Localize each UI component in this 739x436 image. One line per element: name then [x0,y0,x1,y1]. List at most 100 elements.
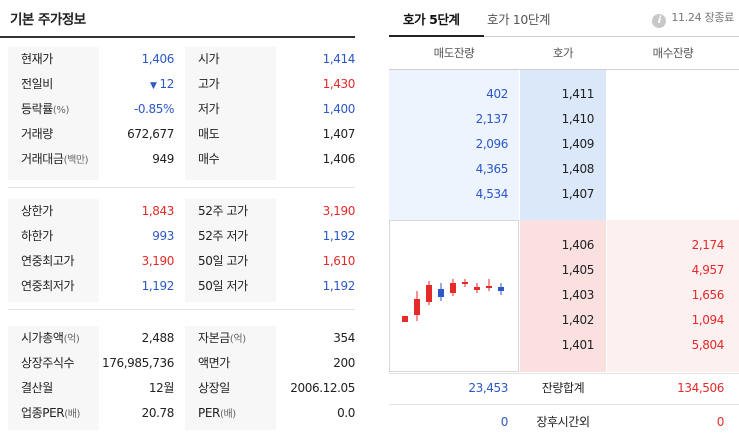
stat-value-text: 949 [152,152,174,166]
stat-label-text: 자본금 [198,331,230,345]
stat-row: 시가총액(억) 2,488 자본금(억) 354 [8,326,355,351]
stat-value-text: 1,843 [141,204,175,218]
info-icon[interactable]: i [652,14,667,28]
ask-qty-area [389,70,519,220]
candle [498,287,504,291]
stat-row: 연중최저가 1,192 50일 저가 1,192 [8,274,355,299]
stat-value: 3,190 [322,204,356,218]
stat-value: -0.85% [134,97,174,122]
stat-label-text: 연중최고가 [21,254,75,268]
stat-label-text: 결산월 [21,381,53,395]
stat-value: 1,406 [142,47,175,72]
stat-value: 1,414 [322,52,356,66]
stat-value: 2,488 [142,326,175,351]
stat-label: 액면가 [198,351,230,376]
ask-qty: 4,365 [475,162,509,176]
stat-label: 매수 [198,147,220,172]
stat-label-text: 50일 고가 [198,254,248,268]
stat-value: 1,407 [322,127,356,141]
stat-value: 176,985,736 [102,351,174,376]
stat-value-text: 176,985,736 [102,356,174,370]
stat-label-unit: (배) [219,409,236,420]
ask-price[interactable]: 1,409 [561,137,595,151]
range-info-block: 상한가 1,843 52주 고가 3,190 하한가 993 52주 저가 1,192 연중최고… [8,199,355,302]
stat-row: 결산월 12월 상장일 2006.12.05 [8,376,355,401]
tab-5-level[interactable]: 호가 5단계 [403,12,460,27]
stat-label-text: PER [198,406,220,420]
stat-label: 현재가 [21,47,53,72]
stat-value: 1,406 [322,152,356,166]
company-info-block: 시가총액(억) 2,488 자본금(억) 354 상장주식수 176,985,736 액면가… [8,326,355,430]
orderbook-panel: 호가 5단계 호가 10단계 i 11.24 장종료 매도잔량 호가 매수잔량 [389,0,739,436]
stat-label-text: 연중최저가 [21,279,75,293]
stat-value: 1,192 [322,279,356,293]
stat-row: 업종PER(배) 20.78 PER(배) 0.0 [8,401,355,426]
stat-label: 업종PER(배) [21,401,80,427]
stat-value-text: -0.85% [133,102,174,116]
stat-label-unit: (억) [63,334,80,345]
candle-chart-svg [402,279,504,322]
candle [474,287,480,290]
stat-row: 전일비 ▼ 12 고가 1,430 [8,72,355,97]
bid-qty-area [607,220,739,372]
stat-label-text: 저가 [198,102,220,116]
stat-value-text: 12 [159,77,175,91]
stat-label-text: 등락률 [21,102,53,116]
tab-divider [389,36,739,37]
block-divider [8,309,355,310]
stat-label-text: 업종PER [21,406,65,420]
header-bid-qty: 매수잔량 [652,46,694,60]
stat-value: 354 [333,331,355,345]
bid-qty: 1,656 [691,288,725,302]
stat-label: 거래대금(백만) [21,147,89,173]
block-divider [8,187,355,188]
stat-label-text: 50일 저가 [198,279,248,293]
candle [426,285,432,302]
header-ask-qty: 매도잔량 [433,46,475,60]
stat-label: 상장일 [198,376,230,401]
stat-label-text: 시가 [198,52,220,66]
stat-label: 시가총액(억) [21,326,80,352]
stat-value: 12월 [149,376,175,401]
ask-qty: 2,096 [475,137,509,151]
stat-value: 949 [152,147,174,172]
header-price: 호가 [552,46,574,60]
ask-price-area [520,70,606,220]
stat-label-unit: (억) [229,334,246,345]
mini-candle-chart [389,220,519,372]
stat-value-text: 20.78 [141,406,175,420]
bid-price[interactable]: 1,403 [561,288,595,302]
tab-10-level[interactable]: 호가 10단계 [487,12,551,27]
market-status-text: 11.24 장종료 [671,11,734,24]
bid-price[interactable]: 1,402 [561,313,595,327]
bid-price[interactable]: 1,406 [561,238,595,252]
stat-label-text: 매수 [198,152,220,166]
after-hours-ask: 0 [500,415,509,429]
bid-qty: 1,094 [691,313,725,327]
stat-label-text: 전일비 [21,77,53,91]
bid-price[interactable]: 1,401 [561,338,595,352]
stat-value-text: 993 [152,229,174,243]
stat-value: 1,430 [322,77,356,91]
stat-label-text: 거래량 [21,127,53,141]
stat-label: 시가 [198,47,220,72]
stat-label: 하한가 [21,224,53,249]
stat-value: 0.0 [337,406,355,420]
stat-value: 993 [152,224,174,249]
stat-row: 연중최고가 3,190 50일 고가 1,610 [8,249,355,274]
stat-row: 등락률(%) -0.85% 저가 1,400 [8,97,355,122]
bid-price[interactable]: 1,405 [561,263,595,277]
stat-label: 자본금(억) [198,326,246,352]
stat-value: 672,677 [127,122,174,147]
candle [414,299,420,315]
ask-price[interactable]: 1,408 [561,162,595,176]
stat-label: 매도 [198,122,220,147]
ask-price[interactable]: 1,411 [561,87,595,101]
stat-label-unit: (배) [64,409,81,420]
ask-price[interactable]: 1,407 [561,187,595,201]
candle [402,316,408,322]
title-divider [0,36,355,38]
ask-price[interactable]: 1,410 [561,112,595,126]
stat-label-text: 52주 저가 [198,229,248,243]
candle [450,283,456,293]
